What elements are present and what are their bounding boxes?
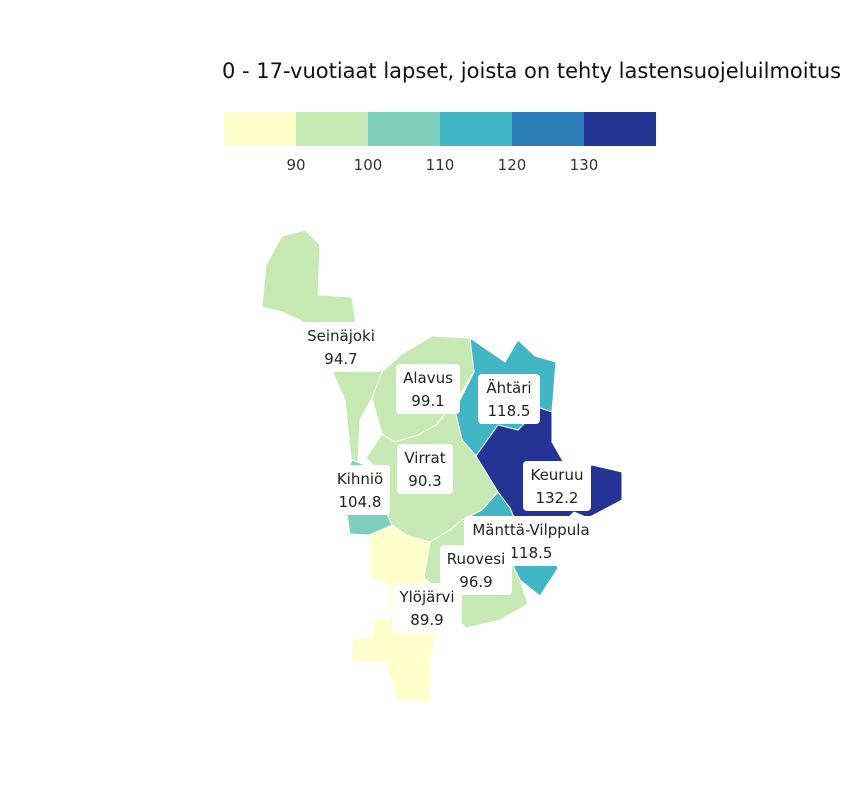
region-seinajoki[interactable] xyxy=(261,229,383,469)
label-box-alavus xyxy=(396,364,460,414)
legend-tick-130: 130 xyxy=(570,156,599,174)
label-name-ahtari: Ähtäri xyxy=(486,378,531,397)
label-box-ruovesi xyxy=(440,545,512,595)
label-value-ahtari: 118.5 xyxy=(488,402,531,420)
legend: 90 100 110 120 130 xyxy=(224,112,656,174)
label-name-mantta: Mänttä-Vilppula xyxy=(472,521,589,539)
label-box-virrat xyxy=(397,444,453,494)
label-value-kihnio: 104.8 xyxy=(339,493,382,511)
label-value-keuruu: 132.2 xyxy=(536,489,579,507)
label-box-ylojarvi xyxy=(392,583,462,633)
label-box-seinajoki xyxy=(301,322,381,372)
legend-bin-1 xyxy=(224,112,296,146)
label-box-keuruu xyxy=(523,461,591,511)
legend-tick-110: 110 xyxy=(426,156,455,174)
label-value-mantta: 118.5 xyxy=(510,544,553,562)
label-ylojarvi: Ylöjärvi 89.9 xyxy=(392,583,462,633)
label-box-ahtari xyxy=(478,374,540,424)
label-seinajoki: Seinäjoki 94.7 xyxy=(301,322,381,372)
label-name-alavus: Alavus xyxy=(403,369,453,387)
legend-tick-100: 100 xyxy=(354,156,383,174)
label-value-ylojarvi: 89.9 xyxy=(410,611,443,629)
label-value-ruovesi: 96.9 xyxy=(459,573,492,591)
legend-bin-6 xyxy=(584,112,656,146)
legend-tick-90: 90 xyxy=(286,156,305,174)
label-alavus: Alavus 99.1 xyxy=(396,364,460,414)
legend-tick-120: 120 xyxy=(498,156,527,174)
label-ruovesi: Ruovesi 96.9 xyxy=(440,545,512,595)
legend-bin-3 xyxy=(368,112,440,146)
label-name-seinajoki: Seinäjoki xyxy=(307,327,375,345)
label-kihnio: Kihniö 104.8 xyxy=(330,465,390,515)
label-virrat: Virrat 90.3 xyxy=(397,444,453,494)
legend-bin-4 xyxy=(440,112,512,146)
label-value-seinajoki: 94.7 xyxy=(324,350,357,368)
label-ahtari: Ähtäri 118.5 xyxy=(478,374,540,424)
label-keuruu: Keuruu 132.2 xyxy=(523,461,591,511)
label-name-keuruu: Keuruu xyxy=(530,466,583,484)
label-name-kihnio: Kihniö xyxy=(337,470,383,488)
label-value-virrat: 90.3 xyxy=(408,472,441,490)
label-name-ruovesi: Ruovesi xyxy=(447,550,506,568)
legend-bin-2 xyxy=(296,112,368,146)
label-name-virrat: Virrat xyxy=(404,449,445,467)
label-name-ylojarvi: Ylöjärvi xyxy=(398,588,454,606)
label-value-alavus: 99.1 xyxy=(411,392,444,410)
map-title: 0 - 17-vuotiaat lapset, joista on tehty … xyxy=(222,59,841,83)
legend-bin-5 xyxy=(512,112,584,146)
label-box-kihnio xyxy=(330,465,390,515)
map-labels: Seinäjoki 94.7 Alavus 99.1 Ähtäri 118.5 … xyxy=(301,322,598,633)
